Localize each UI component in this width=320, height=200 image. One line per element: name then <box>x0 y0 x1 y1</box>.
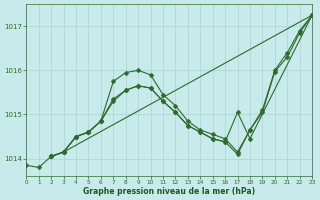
X-axis label: Graphe pression niveau de la mer (hPa): Graphe pression niveau de la mer (hPa) <box>83 187 255 196</box>
